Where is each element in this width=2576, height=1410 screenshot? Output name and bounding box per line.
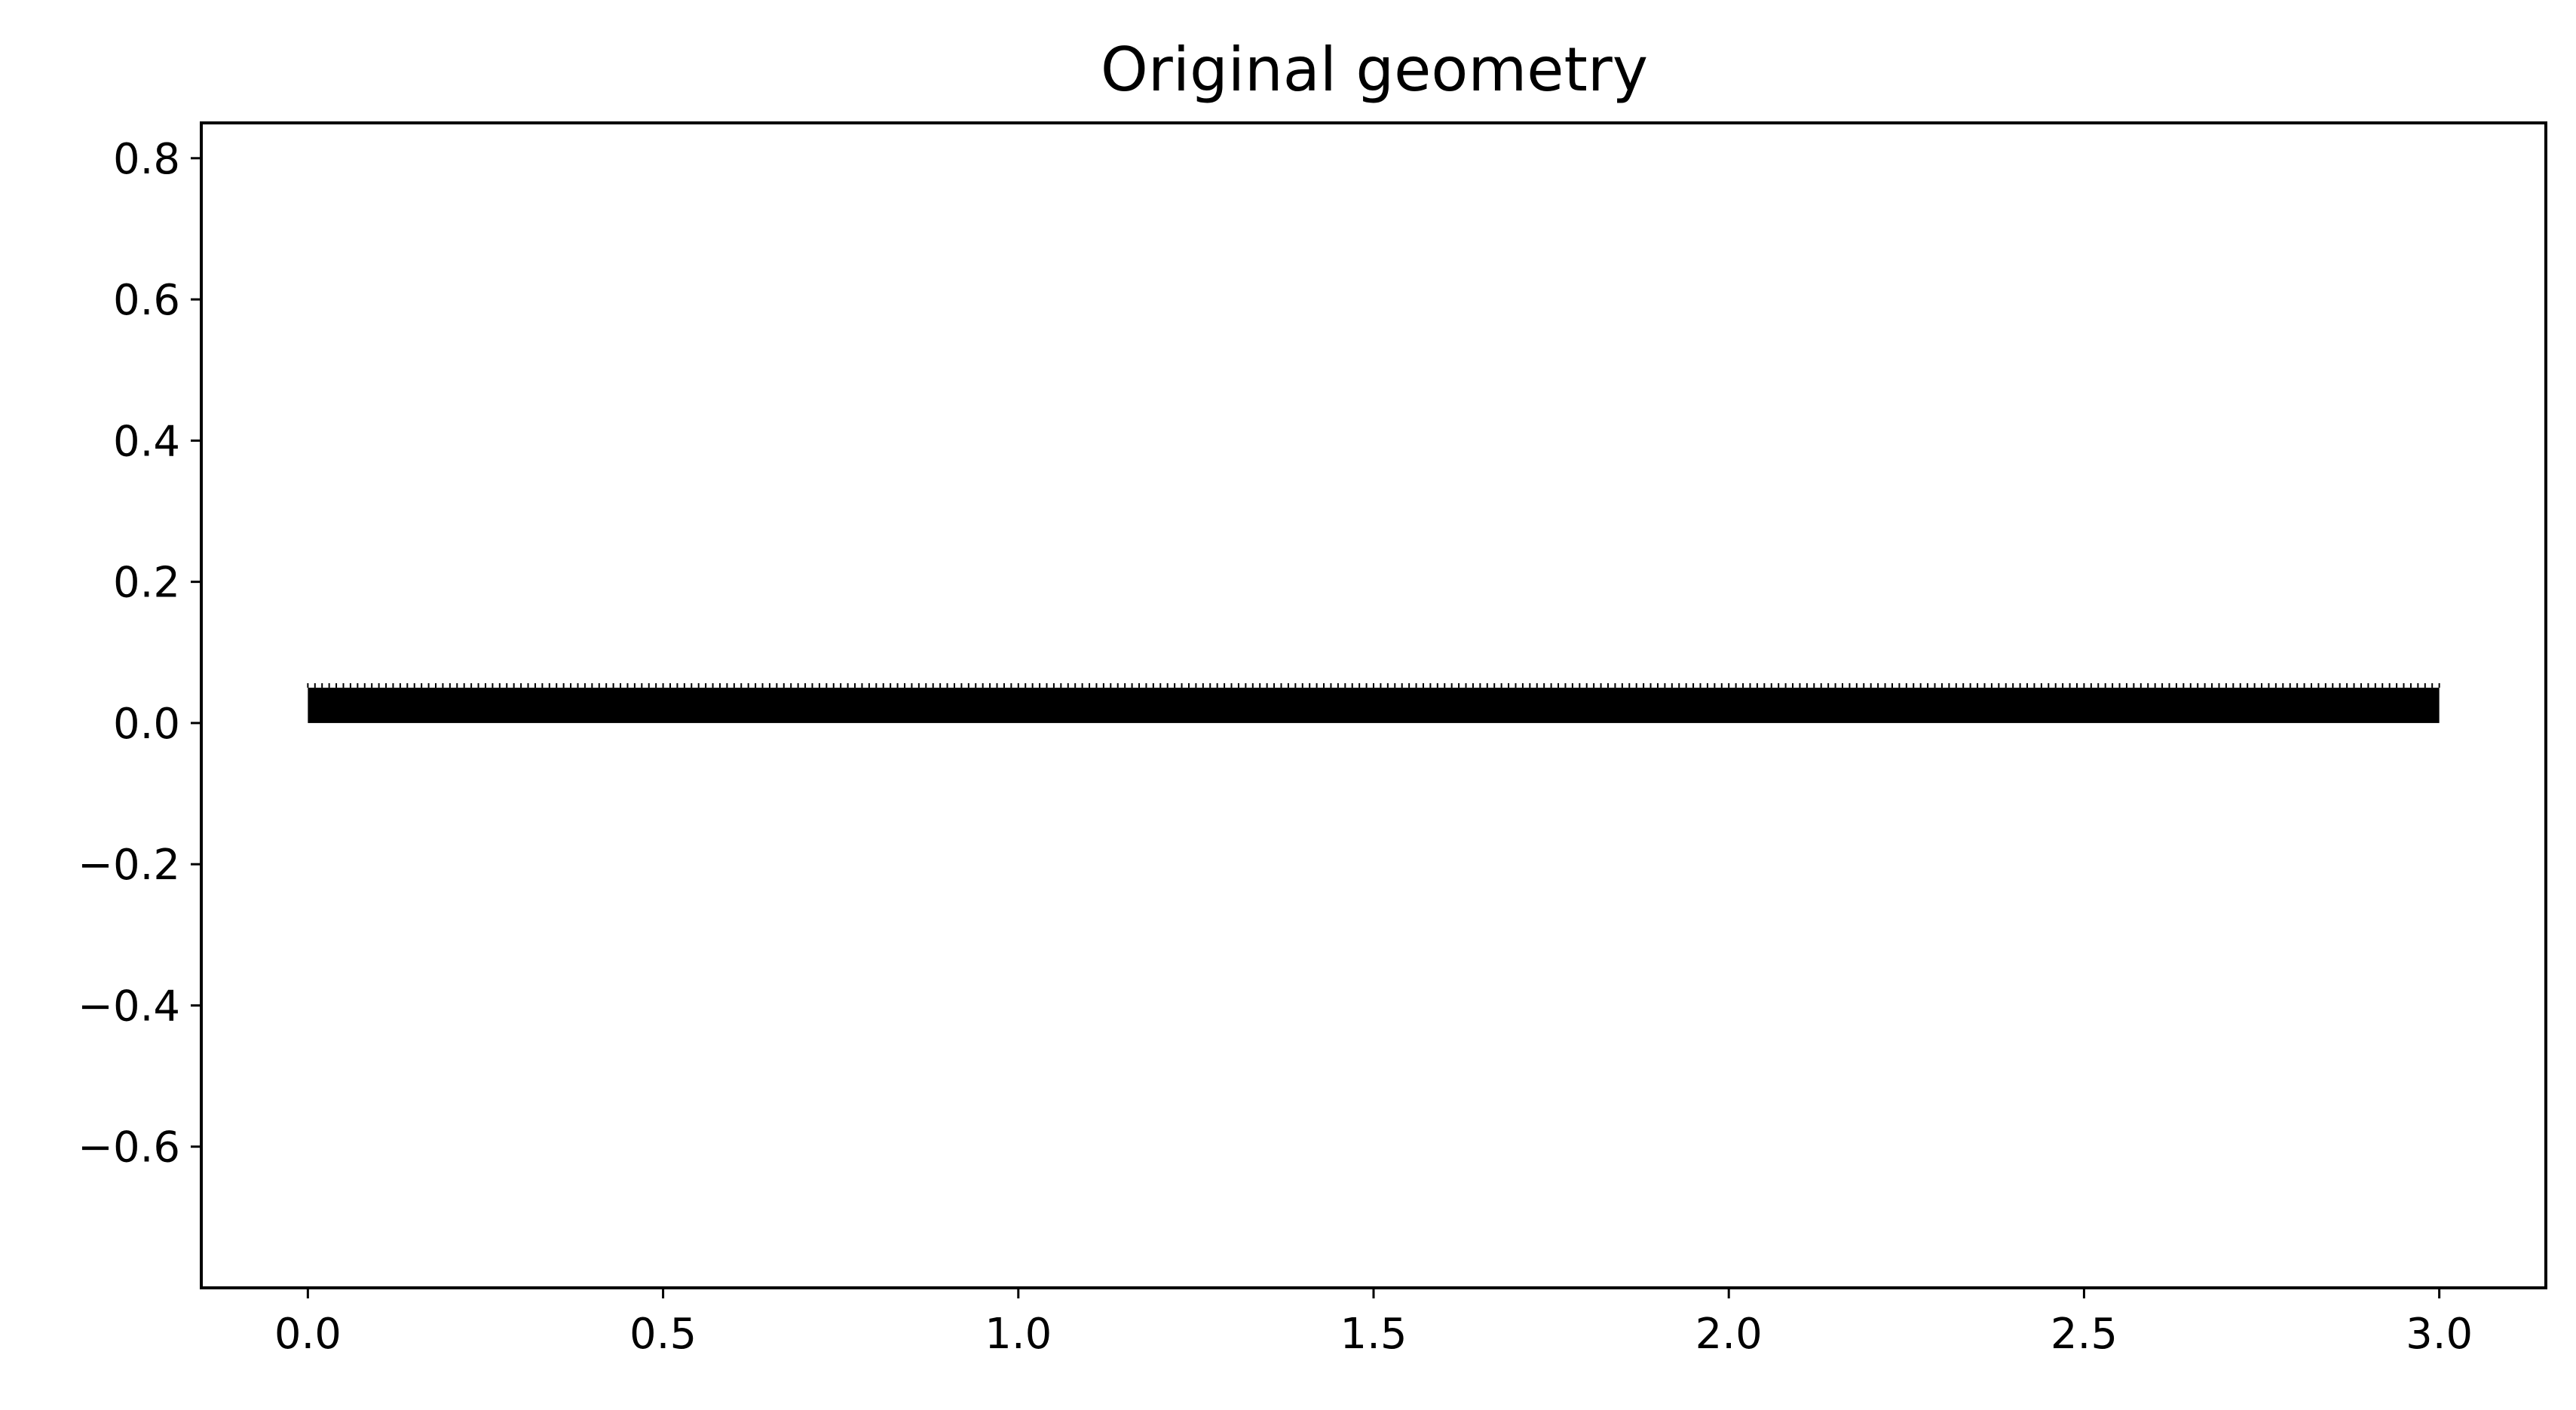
x-tick-label: 0.0 xyxy=(274,1310,342,1359)
y-tick-label: 0.4 xyxy=(113,417,180,466)
plot-area xyxy=(200,121,2547,1289)
y-axis: 0.8 0.6 0.4 0.2 0.0 −0.2 −0.4 −0.6 xyxy=(78,135,201,1172)
x-tick-label: 2.5 xyxy=(2051,1310,2118,1359)
y-tick-label: 0.2 xyxy=(113,559,180,608)
y-tick-label: 0.0 xyxy=(113,700,180,749)
x-tick-label: 1.0 xyxy=(985,1310,1052,1359)
y-tick-label: −0.2 xyxy=(78,841,180,890)
y-tick-label: −0.4 xyxy=(78,982,180,1031)
geometry-strip xyxy=(307,683,2440,723)
y-tick-label: 0.8 xyxy=(113,135,180,184)
x-tick-label: 0.5 xyxy=(629,1310,697,1359)
x-tick-label: 2.0 xyxy=(1695,1310,1763,1359)
x-tick-label: 3.0 xyxy=(2406,1310,2473,1359)
x-tick-label: 1.5 xyxy=(1340,1310,1407,1359)
x-axis: 0.0 0.5 1.0 1.5 2.0 2.5 3.0 xyxy=(274,1288,2473,1359)
y-tick-label: −0.6 xyxy=(78,1123,180,1172)
chart-title: Original geometry xyxy=(1101,35,1648,105)
geometry-body xyxy=(308,688,2440,723)
y-tick-label: 0.6 xyxy=(113,276,180,325)
